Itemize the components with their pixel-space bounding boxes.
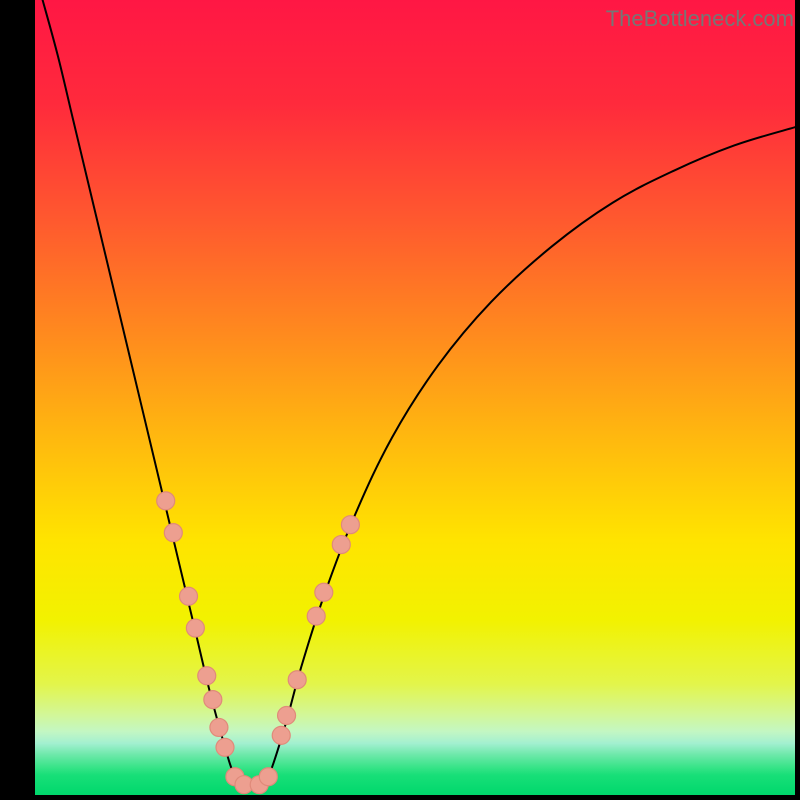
- marker-dot: [180, 587, 198, 605]
- marker-dot: [332, 536, 350, 554]
- watermark-text: TheBottleneck.com: [606, 6, 794, 32]
- marker-dot: [272, 726, 290, 744]
- marker-dot: [216, 738, 234, 756]
- marker-dot: [198, 667, 216, 685]
- chart-stage: TheBottleneck.com: [0, 0, 800, 800]
- marker-dot: [307, 607, 325, 625]
- marker-dot: [341, 516, 359, 534]
- marker-dot: [315, 583, 333, 601]
- marker-dot: [204, 691, 222, 709]
- marker-dot: [186, 619, 204, 637]
- marker-dot: [259, 768, 277, 786]
- marker-dot: [157, 492, 175, 510]
- marker-dot: [278, 707, 296, 725]
- marker-dot: [288, 671, 306, 689]
- chart-svg: [0, 0, 800, 800]
- marker-dot: [164, 524, 182, 542]
- marker-dot: [210, 718, 228, 736]
